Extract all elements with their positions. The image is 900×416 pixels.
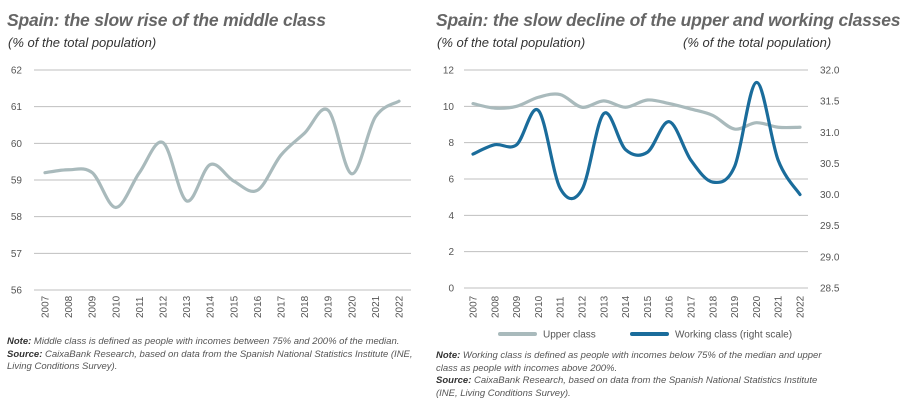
left-x-tick-label: 2019 <box>324 295 335 318</box>
right-x-tick-label: 2013 <box>599 295 610 318</box>
left-source-label: Source: <box>7 348 43 360</box>
right-chart-subtitle-left: (% of the total population) <box>437 35 586 50</box>
right-x-tick-label: 2008 <box>490 295 501 318</box>
right-y-tick-label: 10 <box>443 102 455 113</box>
left-x-tick-label: 2017 <box>277 295 288 318</box>
right-y-tick-label: 8 <box>448 138 454 149</box>
left-chart-subtitle: (% of the total population) <box>8 35 157 50</box>
right-chart-title: Spain: the slow decline of the upper and… <box>436 10 900 30</box>
left-x-tick-label: 2018 <box>300 295 311 318</box>
right-y2-tick-label: 31.5 <box>820 97 840 108</box>
left-y-tick-label: 60 <box>11 139 23 150</box>
right-y2-tick-label: 30.0 <box>820 190 840 201</box>
right-y2-tick-label: 32.0 <box>820 66 840 77</box>
left-note-text: Middle class is defined as people with i… <box>31 336 400 347</box>
left-note-label: Note: <box>7 336 32 347</box>
left-source-text: CaixaBank Research, based on data from t… <box>7 348 413 373</box>
right-y2-tick-label: 31.0 <box>820 128 840 139</box>
right-y2-tick-label: 29.0 <box>820 252 840 263</box>
right-y-tick-label: 12 <box>443 66 455 77</box>
left-y-tick-label: 56 <box>11 286 23 297</box>
left-chart: 62 61 60 59 58 57 56 2007 2008 2009 2010 2011 2012 20… <box>11 66 411 318</box>
left-chart-title: Spain: the slow rise of the middle class <box>7 10 326 30</box>
right-x-tick-label: 2020 <box>752 295 763 318</box>
right-x-tick-label: 2021 <box>774 295 785 318</box>
left-y-tick-label: 62 <box>11 66 23 77</box>
right-x-tick-label: 2011 <box>556 296 567 318</box>
right-y-tick-label: 0 <box>448 284 454 295</box>
left-y-tick-label: 61 <box>11 102 23 113</box>
legend-upper-class-label: Upper class <box>543 330 596 341</box>
right-y2-tick-label: 29.5 <box>820 221 840 232</box>
right-chart-notes: Note: Working class is defined as people… <box>436 350 831 400</box>
right-y-tick-label: 6 <box>448 175 454 186</box>
right-source-label: Source: <box>436 375 472 386</box>
left-x-tick-label: 2016 <box>253 295 264 318</box>
right-y-tick-label: 4 <box>448 211 454 222</box>
left-x-tick-label: 2021 <box>371 295 382 318</box>
left-x-tick-label: 2015 <box>229 295 240 318</box>
right-chart-subtitle-right: (% of the total population) <box>683 35 832 50</box>
left-x-tick-label: 2012 <box>159 295 170 318</box>
right-x-tick-label: 2010 <box>534 295 545 318</box>
left-x-tick-label: 2010 <box>111 295 122 318</box>
left-y-tick-label: 59 <box>11 176 23 187</box>
right-y2-tick-label: 30.5 <box>820 159 840 170</box>
left-x-tick-label: 2011 <box>135 296 146 318</box>
right-x-tick-label: 2019 <box>730 295 741 318</box>
left-chart-notes: Note: Middle class is defined as people … <box>7 336 417 374</box>
right-x-tick-label: 2017 <box>687 295 698 318</box>
right-x-tick-label: 2012 <box>578 295 589 318</box>
left-y-tick-label: 58 <box>11 212 23 223</box>
right-source-text: CaixaBank Research, based on data from t… <box>436 375 818 399</box>
legend-working-class-label: Working class (right scale) <box>675 330 792 341</box>
right-note-text: Working class is defined as people with … <box>436 350 822 374</box>
left-x-tick-label: 2008 <box>64 295 75 318</box>
right-x-tick-label: 2014 <box>621 295 632 318</box>
left-x-tick-label: 2007 <box>41 295 52 318</box>
left-x-tick-label: 2020 <box>347 295 358 318</box>
left-x-tick-label: 2014 <box>206 295 217 318</box>
right-x-tick-label: 2016 <box>665 295 676 318</box>
middle-class-line <box>43 99 401 210</box>
right-x-tick-label: 2007 <box>469 295 480 318</box>
working-class-line <box>471 80 802 201</box>
left-x-tick-label: 2022 <box>395 295 406 318</box>
right-x-tick-label: 2022 <box>796 295 807 318</box>
right-chart: 12 10 8 6 4 2 0 32.0 31.5 31.0 30.5 30.0 29.5 29.0 28.… <box>443 66 840 341</box>
left-x-tick-label: 2013 <box>182 295 193 318</box>
right-y-tick-label: 2 <box>448 247 454 258</box>
right-y2-tick-label: 28.5 <box>820 284 840 295</box>
right-x-tick-label: 2009 <box>512 295 523 318</box>
left-y-tick-label: 57 <box>11 249 23 260</box>
right-x-tick-label: 2018 <box>708 295 719 318</box>
left-x-tick-label: 2009 <box>88 295 99 318</box>
right-note-label: Note: <box>436 350 461 361</box>
right-x-tick-label: 2015 <box>643 295 654 318</box>
